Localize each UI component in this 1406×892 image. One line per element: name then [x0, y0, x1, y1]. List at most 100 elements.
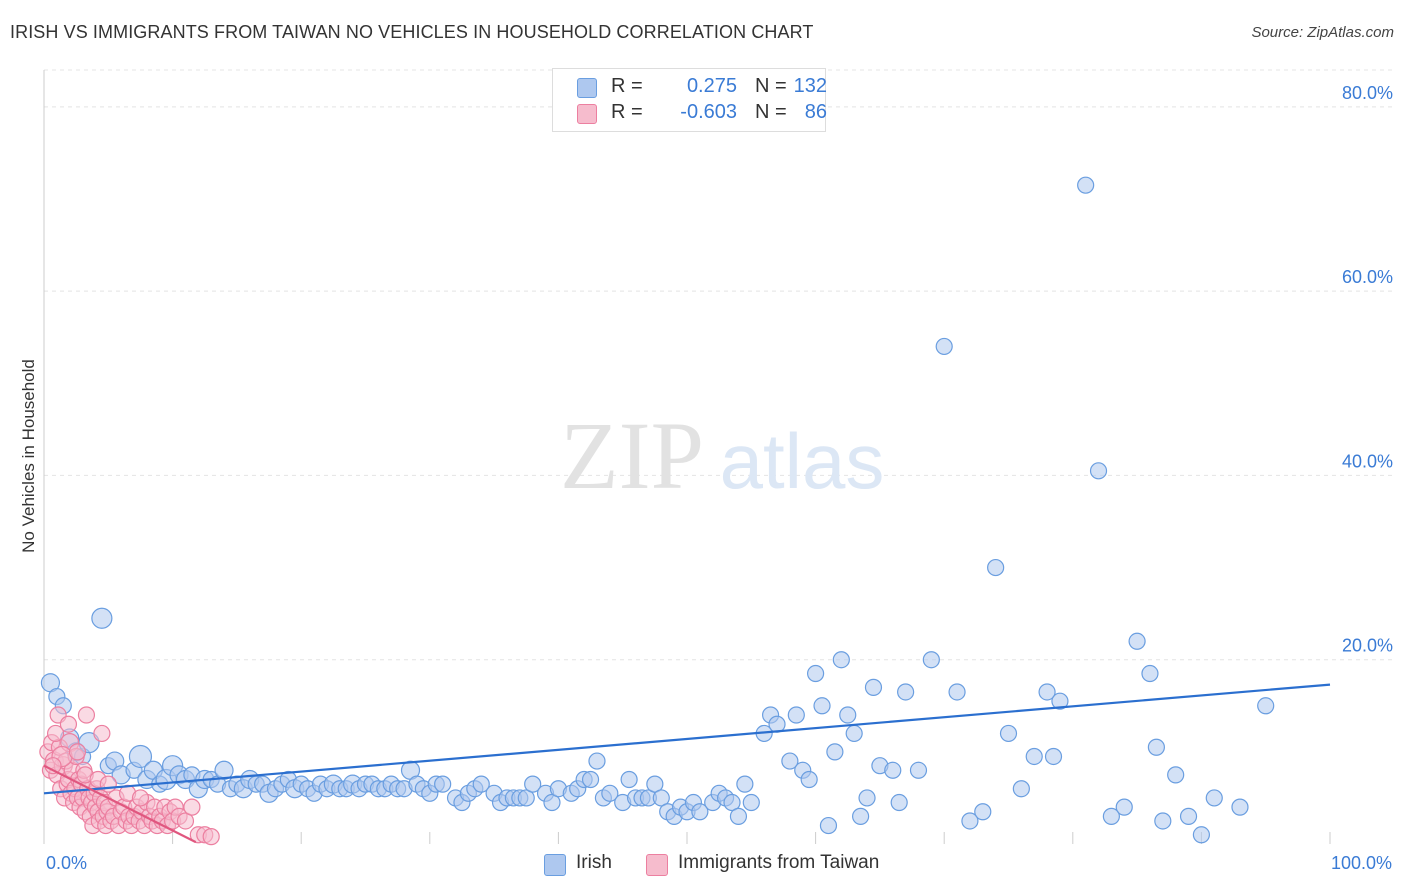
- irish-point: [832, 651, 850, 669]
- irish-point: [935, 337, 953, 356]
- source-label: Source: ZipAtlas.com: [1251, 24, 1394, 41]
- taiwan-point: [93, 724, 111, 743]
- irish-point: [845, 724, 863, 743]
- legend-n-value: 132: [793, 75, 827, 97]
- y-tick-label: 80.0%: [1342, 83, 1393, 103]
- irish-point: [800, 770, 818, 789]
- irish-point: [852, 807, 870, 825]
- irish-point: [897, 683, 915, 701]
- legend-n-label: N =: [755, 101, 787, 123]
- grid-lines: [44, 69, 1392, 661]
- irish-point: [1051, 692, 1069, 710]
- irish-point: [922, 651, 940, 669]
- tick-labels: 20.0% 40.0% 60.0% 80.0% 0.0% 100.0%: [46, 83, 1393, 873]
- irish-point: [787, 706, 805, 724]
- irish-point: [1257, 697, 1275, 715]
- irish-point: [999, 724, 1018, 743]
- irish-point: [1012, 780, 1030, 798]
- irish-point: [864, 678, 883, 696]
- legend-r-label: R =: [611, 101, 643, 123]
- irish-point: [819, 816, 838, 835]
- irish-point: [652, 789, 670, 807]
- legend-swatch-taiwan: [577, 104, 597, 124]
- irish-point: [646, 775, 664, 793]
- taiwan-point: [46, 724, 65, 743]
- series-irish-points: [40, 176, 1275, 844]
- irish-point: [839, 706, 857, 724]
- irish-point: [1115, 798, 1133, 816]
- irish-point: [890, 793, 908, 812]
- watermark: ZIP atlas: [560, 402, 884, 509]
- taiwan-point: [59, 715, 78, 733]
- irish-point: [826, 743, 844, 761]
- irish-point: [601, 784, 619, 802]
- irish-point: [1141, 664, 1159, 683]
- taiwan-point: [131, 789, 150, 807]
- irish-point: [1038, 683, 1056, 701]
- irish-point: [1231, 798, 1249, 816]
- irish-point: [742, 793, 760, 812]
- irish-point: [128, 744, 153, 769]
- irish-point: [781, 752, 799, 770]
- chart-title: IRISH VS IMMIGRANTS FROM TAIWAN NO VEHIC…: [10, 22, 814, 42]
- irish-point: [543, 793, 561, 812]
- irish-point: [581, 770, 600, 789]
- legend-r-value: -0.603: [680, 101, 737, 123]
- irish-point: [723, 793, 741, 812]
- irish-point: [1077, 176, 1095, 194]
- irish-point: [974, 803, 992, 821]
- bottom-legend-swatch-irish: [544, 854, 566, 876]
- y-tick-label: 20.0%: [1342, 636, 1393, 656]
- irish-point: [948, 683, 966, 701]
- irish-point: [1128, 632, 1146, 650]
- watermark-atlas: atlas: [720, 417, 885, 505]
- x-tick-label: 0.0%: [46, 853, 87, 873]
- irish-point: [1154, 812, 1172, 830]
- taiwan-point: [99, 775, 117, 793]
- bottom-legend-label: Immigrants from Taiwan: [678, 852, 880, 873]
- taiwan-point: [77, 706, 96, 724]
- bottom-legend-swatch-taiwan: [646, 854, 668, 876]
- irish-point: [729, 807, 748, 825]
- y-tick-label: 40.0%: [1342, 451, 1393, 471]
- irish-point: [1044, 747, 1063, 766]
- taiwan-point: [202, 828, 220, 846]
- legend-n-value: 86: [804, 101, 827, 123]
- irish-point: [961, 812, 979, 830]
- irish-point: [524, 775, 542, 793]
- y-axis-label: No Vehicles in Household: [19, 359, 38, 553]
- legend-r-label: R =: [611, 75, 643, 97]
- taiwan-point: [176, 812, 195, 830]
- taiwan-point: [68, 743, 87, 761]
- watermark-zip: ZIP: [560, 402, 704, 509]
- irish-trend-line: [43, 683, 1331, 795]
- irish-point: [1102, 807, 1120, 825]
- irish-point: [806, 664, 825, 683]
- irish-point: [620, 770, 638, 789]
- irish-point: [858, 789, 876, 807]
- irish-point: [434, 775, 452, 793]
- trend-lines: [43, 683, 1331, 844]
- irish-point: [1192, 826, 1211, 844]
- taiwan-point: [183, 798, 201, 816]
- irish-point: [588, 752, 606, 770]
- irish-point: [884, 761, 902, 779]
- legend-r-value: 0.275: [686, 75, 737, 97]
- correlation-legend: R = 0.275 N = 132 R = -0.603 N = 86: [552, 68, 827, 132]
- legend-n-label: N =: [755, 75, 787, 97]
- irish-point: [987, 558, 1005, 577]
- x-tick-label: 100.0%: [1331, 853, 1392, 873]
- irish-point: [1167, 766, 1185, 784]
- irish-point: [517, 789, 535, 807]
- irish-point: [736, 775, 754, 793]
- irish-point: [909, 761, 928, 779]
- bottom-legend-label: Irish: [576, 852, 612, 873]
- taiwan-trend-line: [43, 764, 197, 844]
- irish-point: [813, 697, 831, 715]
- irish-point: [472, 775, 490, 793]
- irish-point: [691, 803, 709, 821]
- irish-point: [214, 760, 234, 780]
- irish-point: [1089, 462, 1108, 480]
- irish-point: [1025, 747, 1043, 766]
